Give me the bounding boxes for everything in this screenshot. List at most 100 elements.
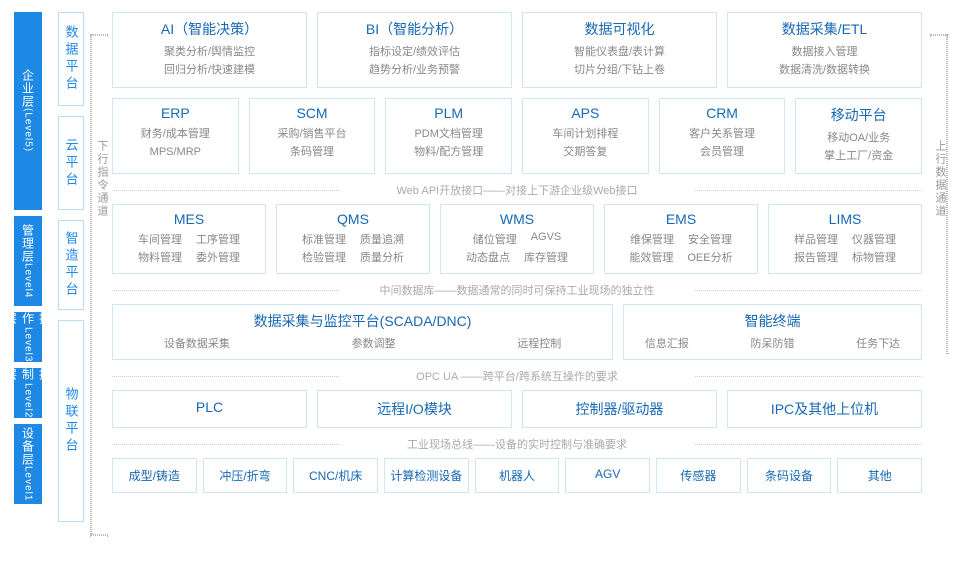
card-title: BI（智能分析） [322, 19, 507, 43]
platform-smart: 智造平台 [58, 220, 84, 310]
level-3-en: Level3 [23, 327, 34, 362]
tag: 库存管理 [524, 249, 568, 265]
card-sub: 采购/销售平台 [254, 125, 371, 143]
tag: 动态盘点 [466, 249, 510, 265]
card-controller: 控制器/驱动器 [522, 390, 717, 428]
card-bi: BI（智能分析） 指标设定/绩效评估 趋势分析/业务预警 [317, 12, 512, 88]
level-5-label: 企业层 [20, 69, 37, 108]
card-ipc: IPC及其他上位机 [727, 390, 922, 428]
device-chip: 传感器 [656, 458, 741, 493]
level-2: 控制层 Level2 [14, 368, 42, 418]
card-title: 移动平台 [800, 105, 917, 129]
card-sub: 物料/配方管理 [390, 143, 507, 161]
tag: 能效管理 [629, 249, 673, 265]
card-sub: 趋势分析/业务预警 [322, 61, 507, 79]
tag: 任务下达 [856, 335, 900, 351]
card-title: SCM [254, 105, 371, 125]
level-4-en: Level4 [23, 263, 34, 298]
card-ai: AI（智能决策） 聚类分析/舆情监控 回归分析/快速建模 [112, 12, 307, 88]
card-title: QMS [281, 211, 425, 231]
card-sub: 交期答复 [527, 143, 644, 161]
card-title: APS [527, 105, 644, 125]
level-column: 企业层 (Level5) 管理层 Level4 操作层 Level3 控制层 L… [14, 12, 42, 510]
card-erp: ERP 财务/成本管理 MPS/MRP [112, 98, 239, 174]
card-sub: 切片分组/下钻上卷 [527, 61, 712, 79]
card-title: CRM [664, 105, 781, 125]
tag: 车间管理 [138, 231, 182, 247]
tag: 储位管理 [473, 231, 517, 247]
card-title: EMS [609, 211, 753, 231]
card-title: MES [117, 211, 261, 231]
card-sub: 移动OA/业务 [800, 129, 917, 147]
device-chip: CNC/机床 [293, 458, 378, 493]
device-chip: 其他 [837, 458, 922, 493]
card-sub: 车间计划排程 [527, 125, 644, 143]
row-smart-platform: MES 车间管理 工序管理 物料管理 委外管理 QMS 标准管理 质量追溯 检验… [112, 204, 922, 274]
tag: 质量分析 [360, 249, 404, 265]
level-5-en: (Level5) [23, 108, 34, 152]
tag: AGVS [531, 231, 562, 247]
card-sub: 回归分析/快速建模 [117, 61, 302, 79]
card-scada: 数据采集与监控平台(SCADA/DNC) 设备数据采集 参数调整 远程控制 [112, 304, 613, 360]
card-crm: CRM 客户关系管理 会员管理 [659, 98, 786, 174]
card-title: 数据采集/ETL [732, 19, 917, 43]
level-5: 企业层 (Level5) [14, 12, 42, 210]
card-mes: MES 车间管理 工序管理 物料管理 委外管理 [112, 204, 266, 274]
architecture-diagram: 企业层 (Level5) 管理层 Level4 操作层 Level3 控制层 L… [0, 0, 956, 574]
platform-iot: 物联平台 [58, 320, 84, 522]
device-chip: AGV [565, 458, 650, 493]
card-title: LIMS [773, 211, 917, 231]
card-sub: 数据清洗/数据转换 [732, 61, 917, 79]
level-3-label: 操作层 [3, 312, 54, 327]
tag: 安全管理 [688, 231, 732, 247]
row-scada: 数据采集与监控平台(SCADA/DNC) 设备数据采集 参数调整 远程控制 智能… [112, 304, 922, 360]
card-sub: 智能仪表盘/表计算 [527, 43, 712, 61]
card-sub: 指标设定/绩效评估 [322, 43, 507, 61]
platform-cloud: 云平台 [58, 116, 84, 210]
tag: 防呆防错 [751, 335, 795, 351]
tag: 维保管理 [630, 231, 674, 247]
card-title: 数据采集与监控平台(SCADA/DNC) [117, 311, 608, 335]
divider-opcua: OPC UA ——跨平台/跨系统互操作的要求 [112, 368, 922, 384]
device-chip: 冲压/折弯 [203, 458, 288, 493]
card-scm: SCM 采购/销售平台 条码管理 [249, 98, 376, 174]
tag: 工序管理 [196, 231, 240, 247]
row-devices: 成型/铸造 冲压/折弯 CNC/机床 计算检测设备 机器人 AGV 传感器 条码… [112, 458, 922, 493]
tag: 报告管理 [794, 249, 838, 265]
divider-fieldbus: 工业现场总线——设备的实时控制与准确要求 [112, 436, 922, 452]
tag: 标准管理 [302, 231, 346, 247]
channel-uplink: 上行数据通道 [932, 140, 948, 218]
card-title: AI（智能决策） [117, 19, 302, 43]
level-1-en: Level1 [23, 466, 34, 501]
card-ems: EMS 维保管理 安全管理 能效管理 OEE分析 [604, 204, 758, 274]
card-remote-io: 远程I/O模块 [317, 390, 512, 428]
card-sub: 财务/成本管理 [117, 125, 234, 143]
tag: 检验管理 [302, 249, 346, 265]
card-terminal: 智能终端 信息汇报 防呆防错 任务下达 [623, 304, 922, 360]
card-title: 智能终端 [628, 311, 917, 335]
card-title: 远程I/O模块 [320, 399, 509, 419]
card-aps: APS 车间计划排程 交期答复 [522, 98, 649, 174]
card-plc: PLC [112, 390, 307, 428]
row-controllers: PLC 远程I/O模块 控制器/驱动器 IPC及其他上位机 [112, 390, 922, 428]
device-chip: 条码设备 [747, 458, 832, 493]
card-wms: WMS 储位管理 AGVS 动态盘点 库存管理 [440, 204, 594, 274]
card-title: 控制器/驱动器 [525, 399, 714, 419]
card-sub: 掌上工厂/资金 [800, 147, 917, 165]
card-title: PLC [115, 399, 304, 415]
platform-data: 数据平台 [58, 12, 84, 106]
tag: 参数调整 [352, 335, 396, 351]
card-dataviz: 数据可视化 智能仪表盘/表计算 切片分组/下钻上卷 [522, 12, 717, 88]
card-etl: 数据采集/ETL 数据接入管理 数据清洗/数据转换 [727, 12, 922, 88]
divider-middb: 中间数据库——数据通常的同时可保持工业现场的独立性 [112, 282, 922, 298]
tag: 信息汇报 [645, 335, 689, 351]
tag: 标物管理 [852, 249, 896, 265]
device-chip: 机器人 [475, 458, 560, 493]
tag: 质量追溯 [360, 231, 404, 247]
card-title: ERP [117, 105, 234, 125]
level-2-en: Level2 [23, 383, 34, 418]
main-content: AI（智能决策） 聚类分析/舆情监控 回归分析/快速建模 BI（智能分析） 指标… [112, 12, 922, 493]
card-sub: MPS/MRP [117, 143, 234, 161]
channel-downlink: 下行指令通道 [94, 140, 110, 218]
card-sub: 条码管理 [254, 143, 371, 161]
